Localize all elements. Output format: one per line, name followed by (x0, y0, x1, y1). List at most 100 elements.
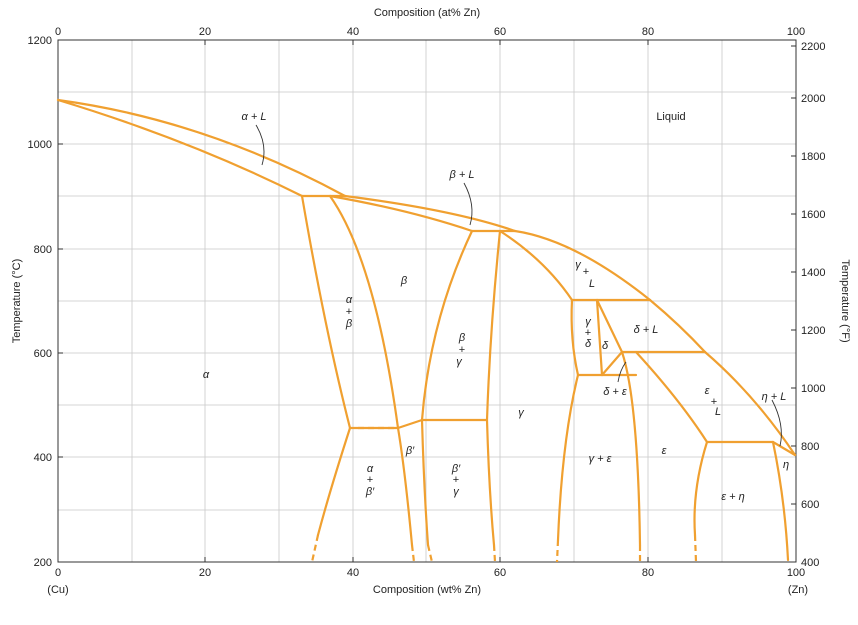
right-axis-title: Temperature (°F) (839, 259, 851, 342)
region-delta-epsilon: δ + ε (603, 386, 627, 398)
region-gamma-delta: δ (585, 338, 592, 350)
gamma-left-dash (492, 544, 497, 563)
region-betap-gamma: + (453, 474, 459, 486)
arrow-beta-L (463, 182, 473, 226)
bottom-axis-title: Composition (wt% Zn) (373, 584, 481, 596)
right-tick: 1400 (801, 267, 825, 279)
region-eta: η (783, 459, 789, 471)
right-tick: 1200 (801, 325, 825, 337)
top-tick: 40 (347, 26, 359, 38)
right-axis: 400 600 800 1000 1200 1400 1600 1800 200… (801, 41, 851, 569)
epsilon-right-dash (693, 534, 698, 563)
region-epsilon: ε (662, 445, 667, 457)
region-beta-gamma: β (458, 332, 466, 344)
right-tick: 400 (801, 557, 819, 569)
region-beta-L: β + L (449, 169, 475, 181)
beta-right-lower (420, 418, 430, 547)
solidus-gamma (498, 229, 574, 302)
right-tick: 2000 (801, 93, 825, 105)
bottom-tick: 100 (787, 567, 805, 579)
region-alpha-L: α + L (242, 111, 267, 123)
region-alpha-beta: α (346, 294, 353, 306)
liquidus-delta (648, 298, 707, 354)
right-tick: 1800 (801, 151, 825, 163)
region-gamma-epsilon: γ + ε (589, 453, 612, 465)
eta-left (771, 440, 790, 562)
alpha-boundary-lower (316, 426, 352, 537)
alpha-lower-dash (310, 534, 320, 563)
delta-right (595, 298, 624, 354)
eta-liquidus (771, 440, 797, 457)
delta-eutectoid (600, 350, 624, 377)
beta-left-upper (328, 194, 400, 430)
region-gamma-L: γ (575, 259, 582, 271)
region-beta-gamma: γ (456, 356, 463, 368)
solidus-beta (328, 194, 474, 233)
solidus-alpha (56, 98, 304, 198)
epsilon-right (693, 440, 709, 537)
liquidus-alpha (56, 98, 347, 198)
alpha-boundary-upper (300, 194, 352, 430)
region-delta: δ (602, 340, 609, 352)
region-betap-gamma: β′ (451, 463, 461, 475)
right-tick: 1600 (801, 209, 825, 221)
region-beta: β (400, 275, 408, 287)
left-axis-title: Temperature (°C) (11, 259, 23, 343)
beta-left-dash (410, 544, 416, 563)
region-betap-gamma: γ (453, 486, 460, 498)
plot-frame (57, 39, 797, 563)
top-axis-title: Composition (at% Zn) (374, 7, 480, 19)
bottom-tick: 60 (494, 567, 506, 579)
region-gamma-delta: + (585, 327, 591, 339)
gamma-right-upper (570, 298, 580, 377)
ordered-beta-transform (348, 418, 489, 430)
left-tick: 1000 (28, 139, 52, 151)
bottom-tick: 80 (642, 567, 654, 579)
bottom-axis: 0 20 40 60 80 100 (Cu) (Zn) Composition … (47, 567, 808, 596)
region-alpha-betap: β′ (365, 486, 375, 498)
gamma-left (485, 229, 502, 547)
gamma-right-lower (556, 373, 580, 542)
region-eta-L: η + L (762, 391, 787, 403)
region-gamma: γ (518, 407, 525, 419)
epsilon-left (620, 350, 642, 547)
bottom-end-left: (Cu) (47, 584, 68, 596)
region-alpha-beta: β (345, 318, 353, 330)
epsilon-to-eta (634, 350, 709, 444)
bottom-end-right: (Zn) (788, 584, 808, 596)
region-gamma-L: L (589, 278, 595, 290)
delta-left (595, 298, 604, 377)
left-tick: 600 (34, 348, 52, 360)
region-beta-prime: β′ (405, 445, 415, 457)
left-tick: 400 (34, 452, 52, 464)
top-axis: Composition (at% Zn) 0 20 40 60 80 100 (55, 7, 805, 38)
beta-right-dash (426, 544, 434, 563)
region-alpha-betap: + (367, 474, 373, 486)
phase-boundaries (56, 98, 797, 563)
liquidus-gamma (513, 229, 652, 302)
label-arrows (255, 124, 782, 447)
arrow-alpha-L (255, 124, 265, 166)
liquidus-beta (343, 194, 517, 233)
top-tick: 60 (494, 26, 506, 38)
axis-ticks (57, 40, 797, 562)
right-tick: 1000 (801, 383, 825, 395)
top-tick: 80 (642, 26, 654, 38)
left-tick: 1200 (28, 35, 52, 47)
top-tick: 100 (787, 26, 805, 38)
region-labels: Liquid α α + L β β + L α + β β + γ γ γ +… (203, 111, 789, 503)
region-gamma-delta: γ (585, 316, 592, 328)
region-epsilon-L: + (711, 396, 717, 408)
grid (58, 40, 796, 562)
left-tick: 200 (34, 557, 52, 569)
left-tick: 800 (34, 244, 52, 256)
arrow-delta-epsilon (617, 361, 627, 383)
top-tick: 0 (55, 26, 61, 38)
bottom-tick: 20 (199, 567, 211, 579)
region-delta-L: δ + L (634, 324, 659, 336)
right-tick: 600 (801, 499, 819, 511)
region-alpha-betap: α (367, 463, 374, 475)
region-epsilon-L: L (715, 406, 721, 418)
gamma-right-dash (555, 539, 560, 563)
